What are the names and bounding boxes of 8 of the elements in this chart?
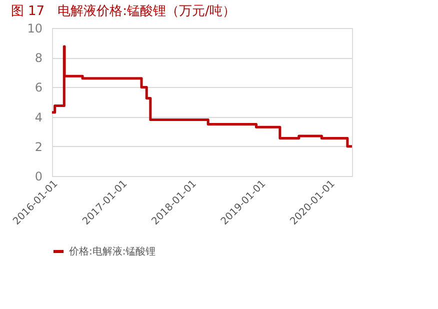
y-tick-label: 4	[34, 110, 42, 124]
y-tick-label: 10	[27, 22, 42, 36]
chart-title: 图 17 电解液价格:锰酸锂（万元/吨）	[10, 4, 236, 19]
y-tick-label: 8	[34, 51, 42, 66]
y-tick-label: 0	[34, 170, 42, 184]
y-tick-label: 2	[34, 140, 42, 154]
y-tick-label: 6	[34, 80, 42, 95]
legend-label: 价格:电解液:锰酸锂	[68, 246, 156, 258]
